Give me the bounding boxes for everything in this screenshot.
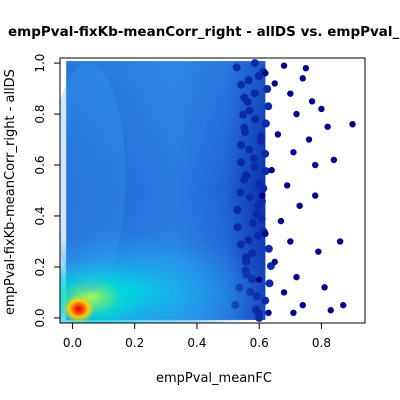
outlier-point xyxy=(302,64,310,72)
outlier-point xyxy=(287,238,294,245)
outlier-point xyxy=(262,70,269,77)
density-edge-dot xyxy=(264,244,273,253)
x-tick-label: 0.8 xyxy=(312,336,331,350)
density-edge-dot xyxy=(249,154,258,163)
chart-title: empPval-fixKb-meanCorr_right - allDS vs.… xyxy=(8,24,400,40)
outlier-point xyxy=(299,301,306,309)
outlier-point xyxy=(255,276,263,283)
y-tick-label: 0.0 xyxy=(33,308,47,327)
density-edge-dot xyxy=(261,296,270,305)
density-edge-dot xyxy=(242,171,251,180)
outlier-point xyxy=(296,202,303,209)
density-edge-dot xyxy=(264,102,273,111)
density-edge-dot xyxy=(244,236,253,245)
outlier-point xyxy=(280,62,288,69)
density-edge-dot xyxy=(257,132,266,141)
y-tick-label: 0.2 xyxy=(33,257,47,276)
outlier-point xyxy=(318,105,325,113)
outlier-point xyxy=(268,166,275,174)
density-edge-dot xyxy=(261,149,270,158)
density-edge-dot xyxy=(245,106,254,115)
outlier-point xyxy=(271,80,278,87)
outlier-point xyxy=(312,192,319,199)
y-tick-label: 1.0 xyxy=(33,54,47,73)
outlier-point xyxy=(283,182,291,189)
density-edge-dot xyxy=(233,223,242,232)
outlier-point xyxy=(340,301,347,309)
density-edge-dot xyxy=(233,205,242,214)
density-edge-dot xyxy=(245,145,254,154)
density-peak xyxy=(62,294,95,323)
y-axis-label: empPval-fixKb-meanCorr_right - allDS xyxy=(3,69,18,315)
density-edge-dot xyxy=(257,197,266,206)
outlier-points xyxy=(255,62,356,317)
outlier-point xyxy=(265,309,272,317)
density-edge-dot xyxy=(251,115,260,124)
density-edge-dot xyxy=(244,76,253,85)
outlier-point xyxy=(305,136,313,143)
density-edge-dot xyxy=(236,158,245,167)
density-edge-dot xyxy=(250,89,259,98)
density-edge-dot xyxy=(232,63,241,72)
density-edge-dot xyxy=(249,218,258,227)
outlier-point xyxy=(277,217,285,225)
outlier-point xyxy=(312,161,319,169)
outlier-point xyxy=(349,121,356,128)
density-edge-dot xyxy=(265,279,274,288)
density-edge-dot xyxy=(240,93,249,102)
outlier-point xyxy=(324,123,331,130)
x-axis-label: empPval_meanFC xyxy=(156,371,272,386)
density-edge-dot xyxy=(248,249,257,258)
x-tick-label: 0.0 xyxy=(63,336,82,350)
y-tick-label: 0.8 xyxy=(33,105,47,124)
outlier-point xyxy=(290,309,297,317)
x-axis: 0.0 0.2 0.4 0.6 0.8 xyxy=(63,322,331,350)
density-left-band xyxy=(60,63,126,293)
density-edge-dot xyxy=(245,192,254,201)
density-edge-dot xyxy=(252,210,261,219)
outlier-point xyxy=(299,75,306,82)
density-edge-dot xyxy=(240,123,249,132)
x-tick-label: 0.4 xyxy=(187,336,206,350)
y-tick-label: 0.6 xyxy=(33,155,47,174)
density-edge-dot xyxy=(236,240,245,249)
density-edge-dot xyxy=(255,180,264,189)
x-tick-label: 0.2 xyxy=(125,336,144,350)
density-cloud xyxy=(60,59,275,323)
outlier-point xyxy=(327,307,334,314)
density-edge-dot xyxy=(250,59,259,68)
outlier-point xyxy=(262,230,269,238)
outlier-point xyxy=(321,284,328,291)
outlier-point xyxy=(336,238,344,245)
density-edge-dot xyxy=(263,85,272,94)
outlier-point xyxy=(315,248,322,255)
outlier-point xyxy=(308,98,316,105)
x-tick-label: 0.6 xyxy=(250,336,269,350)
density-edge-dot xyxy=(237,80,246,89)
outlier-point xyxy=(271,258,278,266)
density-edge-dot xyxy=(239,110,248,119)
y-tick-label: 0.4 xyxy=(33,206,47,225)
outlier-point xyxy=(293,110,300,118)
outlier-point xyxy=(287,90,294,97)
outlier-point xyxy=(280,289,288,296)
y-axis: 0.0 0.2 0.4 0.6 0.8 1.0 xyxy=(33,54,61,327)
outlier-point xyxy=(259,192,266,199)
density-edge-dot xyxy=(236,188,245,197)
outlier-point xyxy=(274,131,282,138)
density-edge-dot xyxy=(261,167,270,176)
density-edge-dot xyxy=(261,119,270,128)
outlier-point xyxy=(330,156,338,164)
density-edge-dot xyxy=(237,141,246,150)
density-edge-dot xyxy=(254,231,263,240)
density-edge-dot xyxy=(250,162,259,171)
outlier-point xyxy=(290,149,297,156)
outlier-point xyxy=(293,273,300,281)
